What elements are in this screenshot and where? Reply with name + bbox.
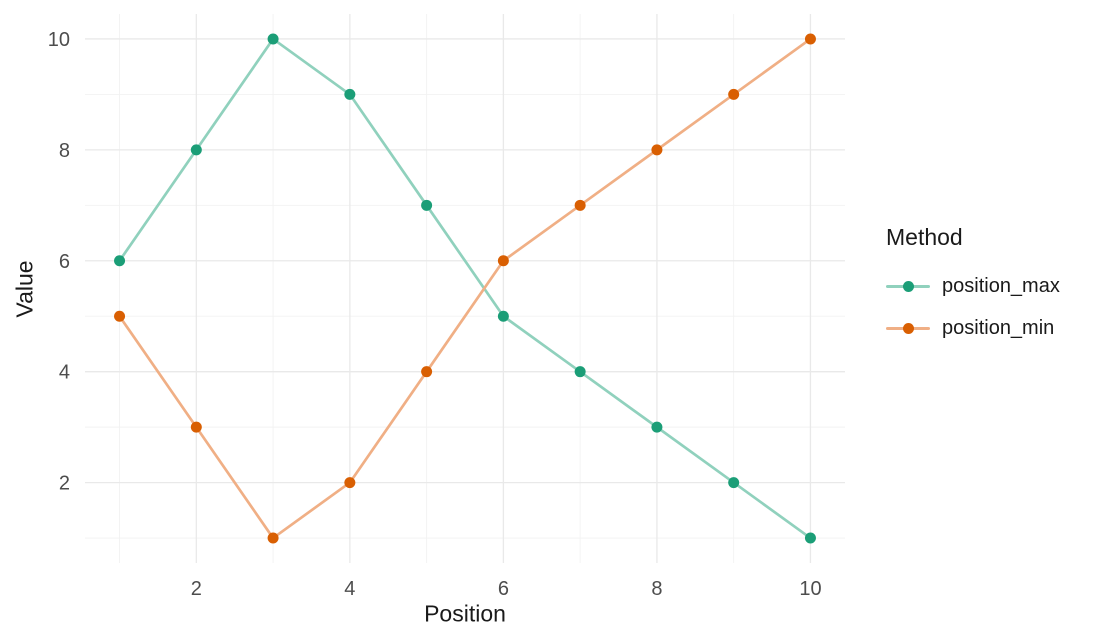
x-tick-label: 8 <box>651 578 662 600</box>
legend-entry-position_min: position_min <box>886 307 1060 349</box>
legend-entry-position_max: position_max <box>886 265 1060 307</box>
x-tick-label: 6 <box>498 578 509 600</box>
data-point-position_max <box>344 88 356 100</box>
series-line-position_max <box>118 37 812 540</box>
legend-title: Method <box>886 224 963 250</box>
x-tick-label: 4 <box>344 578 355 600</box>
x-axis-title: Position <box>424 600 506 627</box>
data-point-position_min <box>574 199 586 211</box>
data-point-position_max <box>421 199 433 211</box>
legend-key-icon <box>886 321 930 335</box>
data-point-position_min <box>651 144 663 156</box>
data-point-position_min <box>190 421 202 433</box>
data-point-position_min <box>114 310 126 322</box>
y-axis-title: Value <box>11 260 38 318</box>
data-point-position_min <box>728 88 740 100</box>
data-point-position_max <box>728 477 740 489</box>
y-tick-label: 2 <box>59 473 70 495</box>
y-tick-label: 6 <box>59 251 70 273</box>
data-point-position_min <box>421 366 433 378</box>
y-tick-label: 4 <box>59 362 70 384</box>
x-tick-label: 10 <box>799 578 821 600</box>
legend-label: position_min <box>942 316 1055 339</box>
legend: Method position_max position_min <box>886 224 1060 349</box>
legend-label: position_max <box>942 274 1060 297</box>
legend-entries: position_max position_min <box>886 265 1060 349</box>
data-point-position_max <box>267 33 279 45</box>
data-point-position_max <box>114 255 126 267</box>
data-point-position_max <box>574 366 586 378</box>
data-point-position_min <box>804 33 816 45</box>
data-point-position_min <box>267 532 279 544</box>
data-point-position_min <box>497 255 509 267</box>
series-line-position_min <box>118 37 812 540</box>
data-point-position_max <box>497 310 509 322</box>
y-tick-label: 8 <box>59 140 70 162</box>
y-tick-label: 10 <box>48 29 70 51</box>
data-point-position_max <box>190 144 202 156</box>
legend-key-icon <box>886 279 930 293</box>
data-point-position_min <box>344 477 356 489</box>
data-point-position_max <box>651 421 663 433</box>
data-point-position_max <box>804 532 816 544</box>
x-tick-label: 2 <box>191 578 202 600</box>
